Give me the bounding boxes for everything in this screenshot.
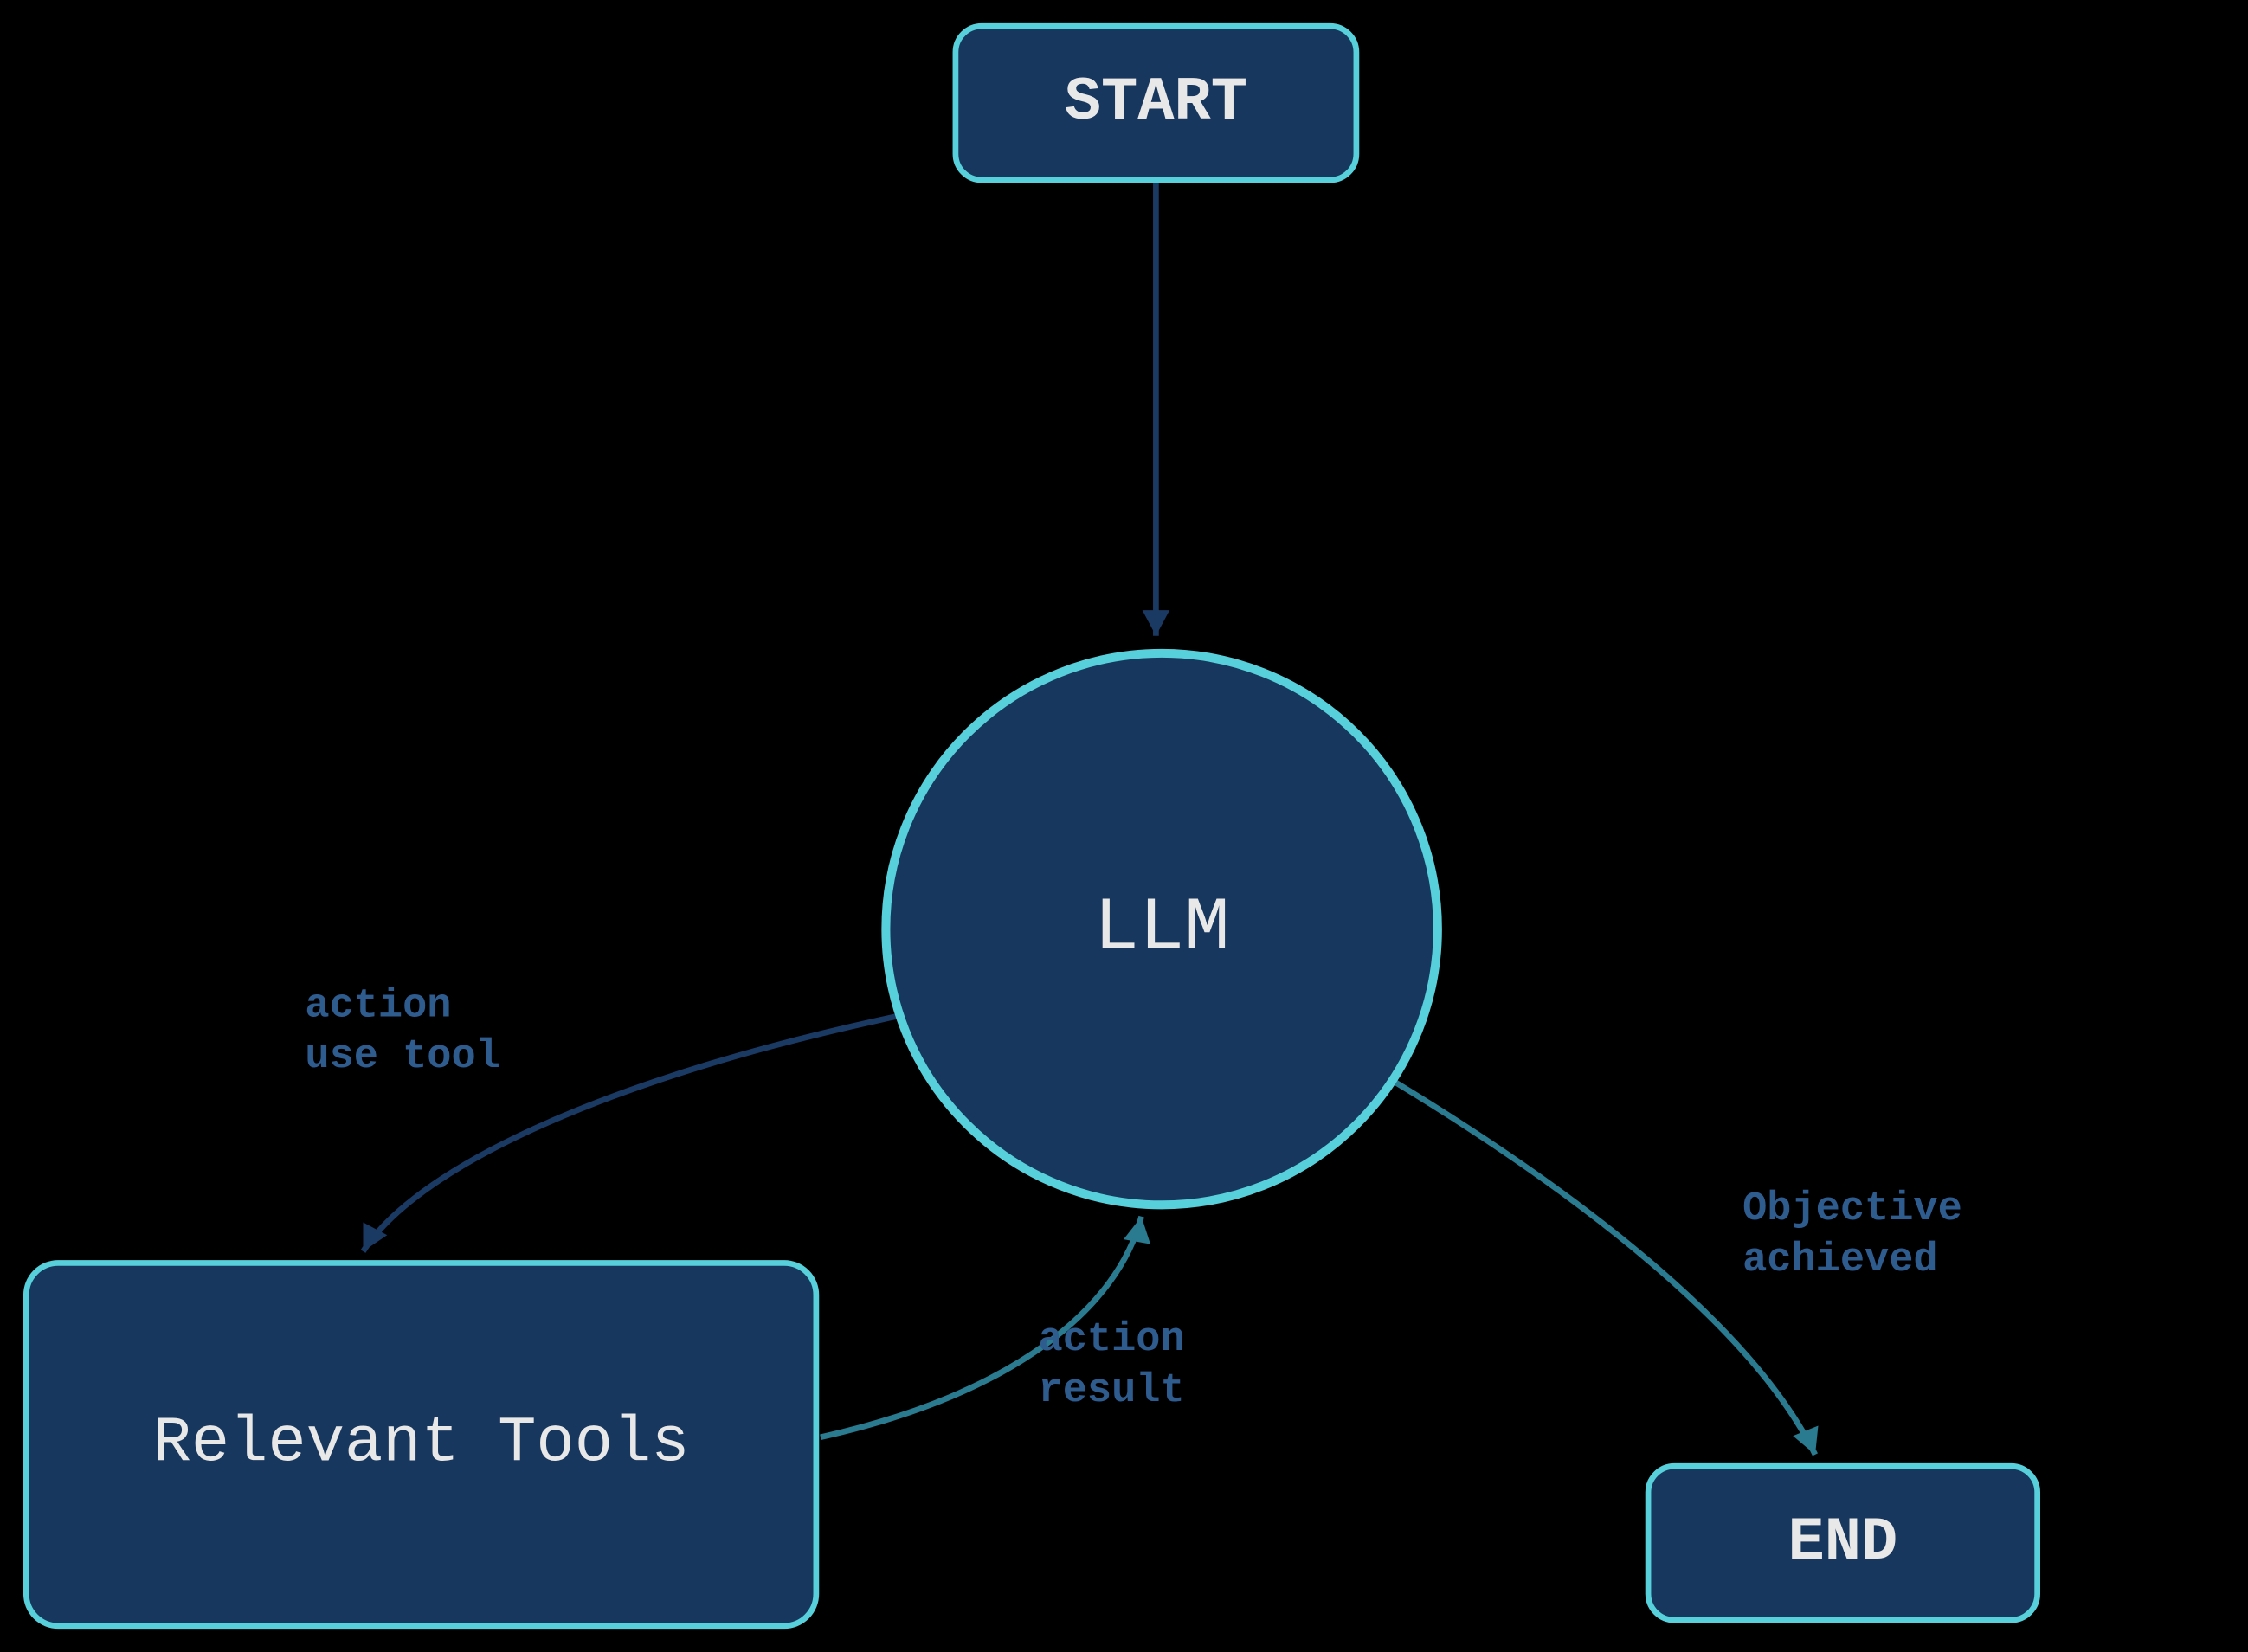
node-label-llm: LLM bbox=[1094, 886, 1230, 972]
flow-diagram: actionuse tool actionresult Objectiveachie… bbox=[0, 0, 2248, 1652]
node-label-end: END bbox=[1787, 1508, 1897, 1578]
node-label-tools: Relevant Tools bbox=[153, 1409, 690, 1481]
edge-label-tools_to_llm: actionresult bbox=[1039, 1317, 1185, 1414]
node-label-start: START bbox=[1065, 68, 1247, 138]
edge-label-llm_to_tools: actionuse tool bbox=[305, 983, 500, 1080]
edge-label-llm_to_end: Objectiveachieved bbox=[1742, 1186, 1962, 1283]
